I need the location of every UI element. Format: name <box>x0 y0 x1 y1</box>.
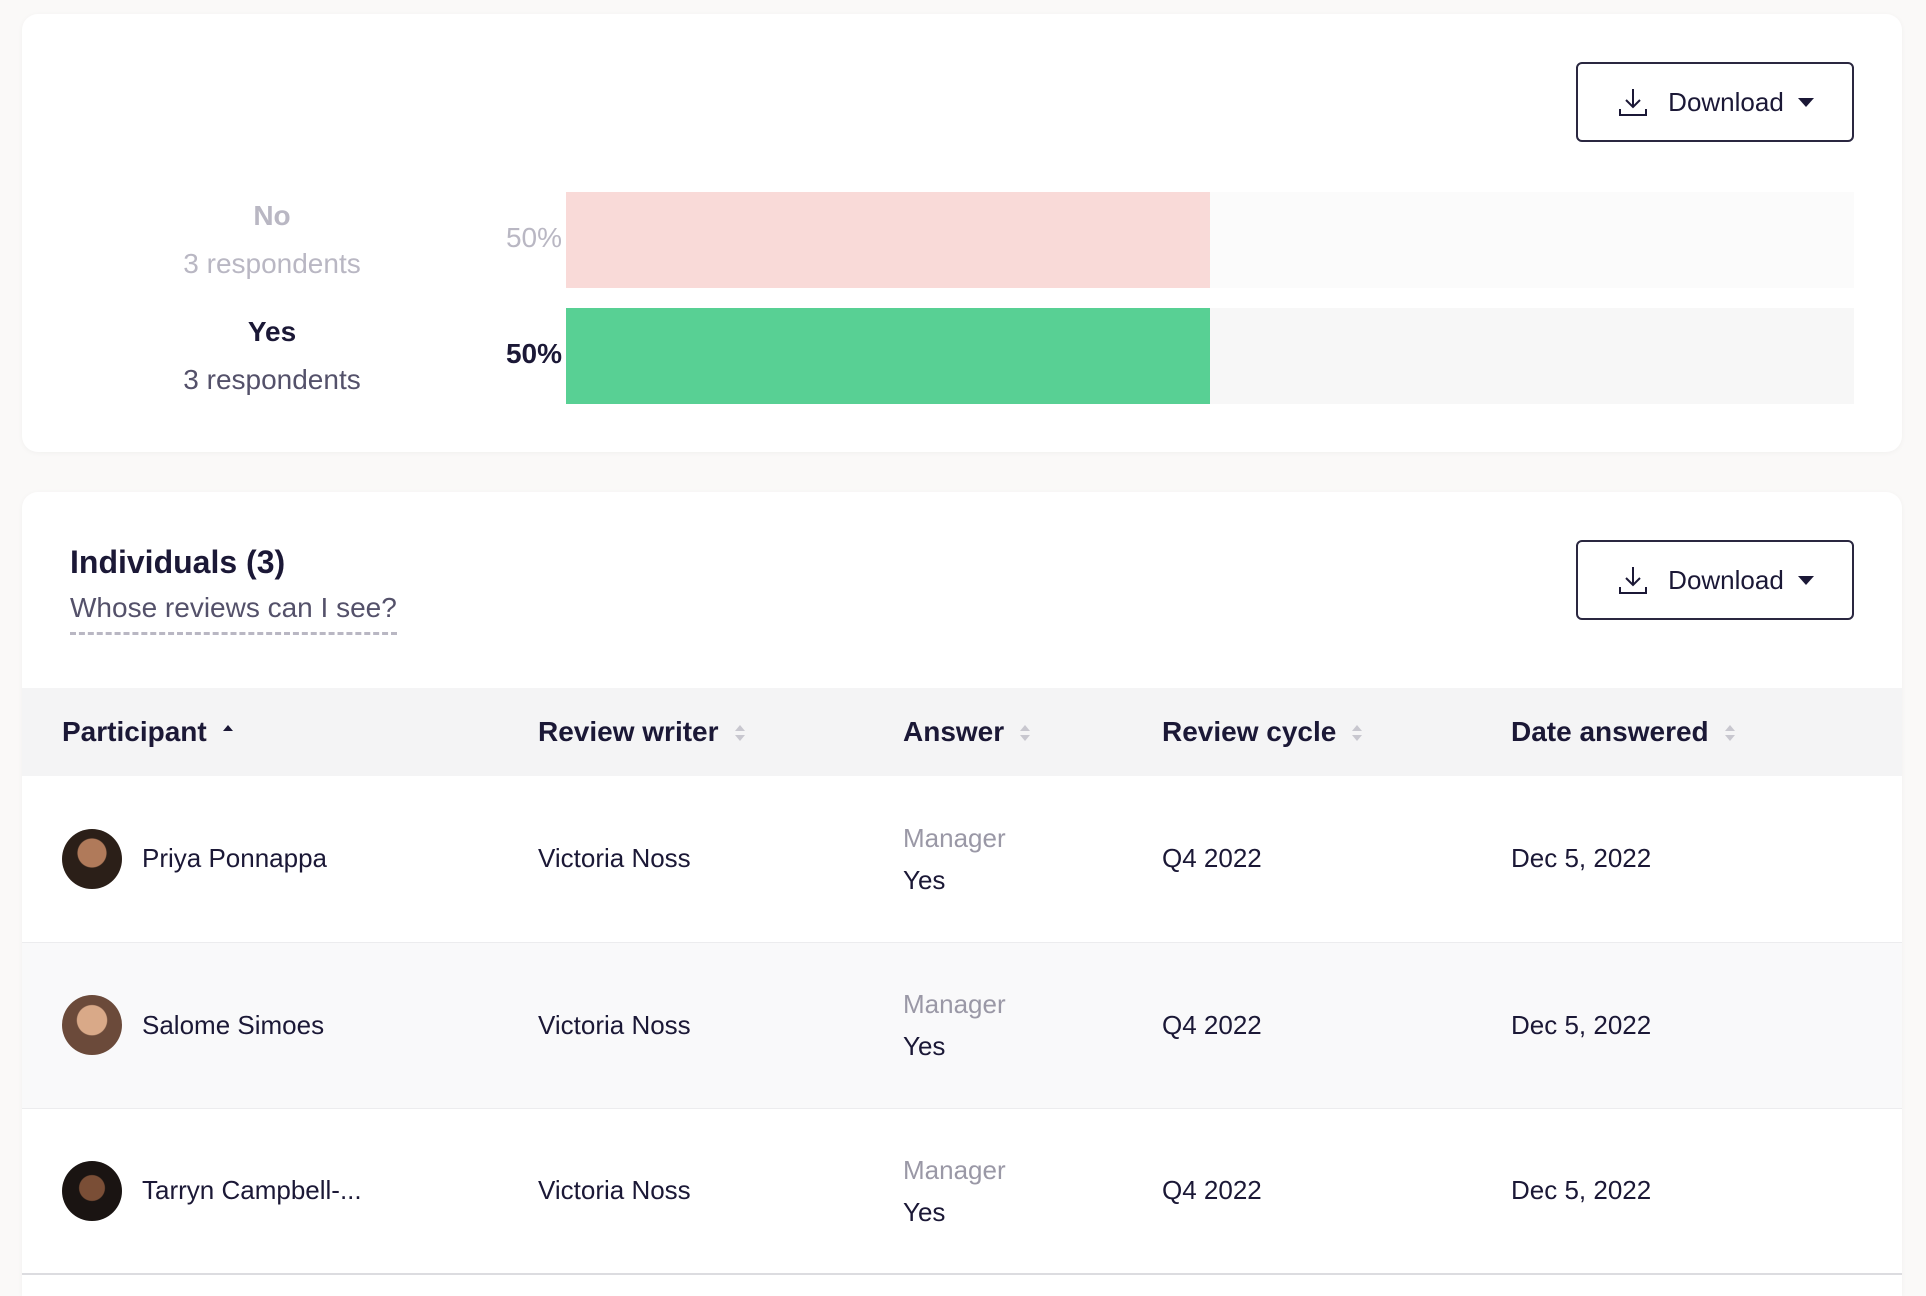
sort-icon <box>1352 724 1363 743</box>
bar-fill-no <box>566 192 1210 288</box>
individuals-table: Participant Review writer Answer Review … <box>22 688 1902 1275</box>
sort-asc-icon <box>222 724 233 743</box>
download-icon <box>1619 89 1648 116</box>
sort-icon <box>734 724 745 743</box>
answer-value: Yes <box>903 1196 946 1227</box>
column-header-review-cycle[interactable]: Review cycle <box>1162 688 1511 776</box>
date-answered: Dec 5, 2022 <box>1511 1175 1652 1206</box>
download-icon <box>1619 567 1648 594</box>
summary-row-no: No 3 respondents 50% <box>22 192 1902 288</box>
response-summary-card: Download No 3 respondents 50% Yes 3 resp… <box>22 14 1902 452</box>
review-writer: Victoria Noss <box>538 1009 691 1040</box>
table-row[interactable]: Salome Simoes Victoria Noss Manager Yes Q… <box>22 942 1902 1108</box>
table-row[interactable]: Tarryn Campbell-... Victoria Noss Manage… <box>22 1108 1902 1274</box>
review-writer: Victoria Noss <box>538 1175 691 1206</box>
respondent-count: 3 respondents <box>183 248 361 279</box>
review-cycle: Q4 2022 <box>1162 843 1262 874</box>
answer-value: Yes <box>903 864 946 895</box>
participant-name[interactable]: Salome Simoes <box>142 1009 325 1040</box>
avatar <box>62 828 122 889</box>
summary-row-yes: Yes 3 respondents 50% <box>22 308 1902 404</box>
answer-value: Yes <box>903 1031 946 1061</box>
column-header-date-answered[interactable]: Date answered <box>1511 688 1902 776</box>
participant-name[interactable]: Tarryn Campbell-... <box>142 1175 362 1206</box>
table-row[interactable]: Priya Ponnappa Victoria Noss Manager Yes … <box>22 776 1902 942</box>
column-header-review-writer[interactable]: Review writer <box>538 688 903 776</box>
individuals-card: Individuals (3) Whose reviews can I see?… <box>22 492 1902 1296</box>
table-header-row: Participant Review writer Answer Review … <box>22 688 1902 776</box>
option-name: No <box>253 200 291 231</box>
avatar <box>62 995 122 1055</box>
date-answered: Dec 5, 2022 <box>1511 1009 1652 1040</box>
answer-role: Manager <box>903 989 1006 1019</box>
column-header-participant[interactable]: Participant <box>22 688 538 776</box>
participant-name[interactable]: Priya Ponnappa <box>142 843 328 874</box>
option-name: Yes <box>247 316 297 347</box>
review-cycle: Q4 2022 <box>1162 1175 1262 1206</box>
caret-down-icon <box>1797 97 1814 107</box>
summary-download-button[interactable]: Download <box>1576 62 1854 142</box>
respondent-count: 3 respondents <box>183 364 361 395</box>
sort-icon <box>1020 724 1031 743</box>
bar-fill-yes <box>566 308 1210 404</box>
individuals-download-button[interactable]: Download <box>1576 540 1854 620</box>
whose-reviews-link[interactable]: Whose reviews can I see? <box>70 592 397 635</box>
caret-down-icon <box>1797 575 1814 585</box>
review-cycle: Q4 2022 <box>1162 1009 1262 1040</box>
option-percent: 50% <box>505 222 562 253</box>
answer-role: Manager <box>903 1154 1006 1185</box>
sort-icon <box>1724 724 1735 743</box>
download-label: Download <box>1668 564 1784 595</box>
answer-role: Manager <box>903 822 1006 853</box>
date-answered: Dec 5, 2022 <box>1511 843 1652 874</box>
review-writer: Victoria Noss <box>538 843 691 874</box>
bar-track <box>566 308 1854 404</box>
bar-track <box>566 192 1854 288</box>
column-header-answer[interactable]: Answer <box>903 688 1162 776</box>
download-label: Download <box>1668 86 1784 117</box>
option-percent: 50% <box>505 338 562 369</box>
individuals-title: Individuals (3) <box>70 544 286 580</box>
avatar <box>62 1160 122 1221</box>
